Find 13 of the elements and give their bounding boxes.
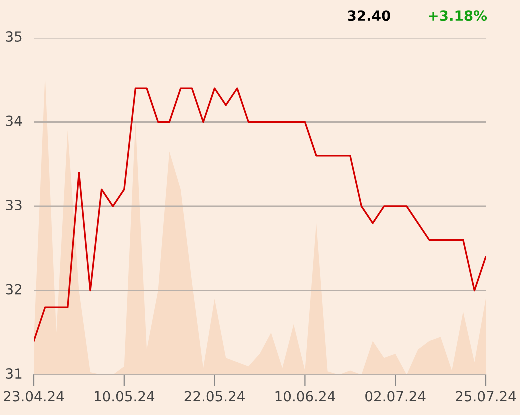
y-tick-label: 34	[6, 116, 22, 126]
text: 32.40	[348, 10, 390, 22]
y-tick-label: 31	[6, 368, 22, 380]
x-tick-label: 22.05.24	[184, 391, 245, 402]
x-tick-label: 10.05.24	[95, 391, 155, 402]
y-tick-label: 35	[6, 32, 22, 42]
y-tick-label: 33	[6, 200, 22, 211]
y-tick-label: 32	[6, 284, 22, 295]
x-tick-label: 25.07.24	[456, 391, 516, 402]
text: +3.18%	[429, 10, 488, 22]
x-tick-label: 02.07.24	[366, 391, 426, 402]
x-tick-label: 23.04.24	[4, 391, 64, 402]
x-tick-label: 10.06.24	[276, 391, 336, 402]
